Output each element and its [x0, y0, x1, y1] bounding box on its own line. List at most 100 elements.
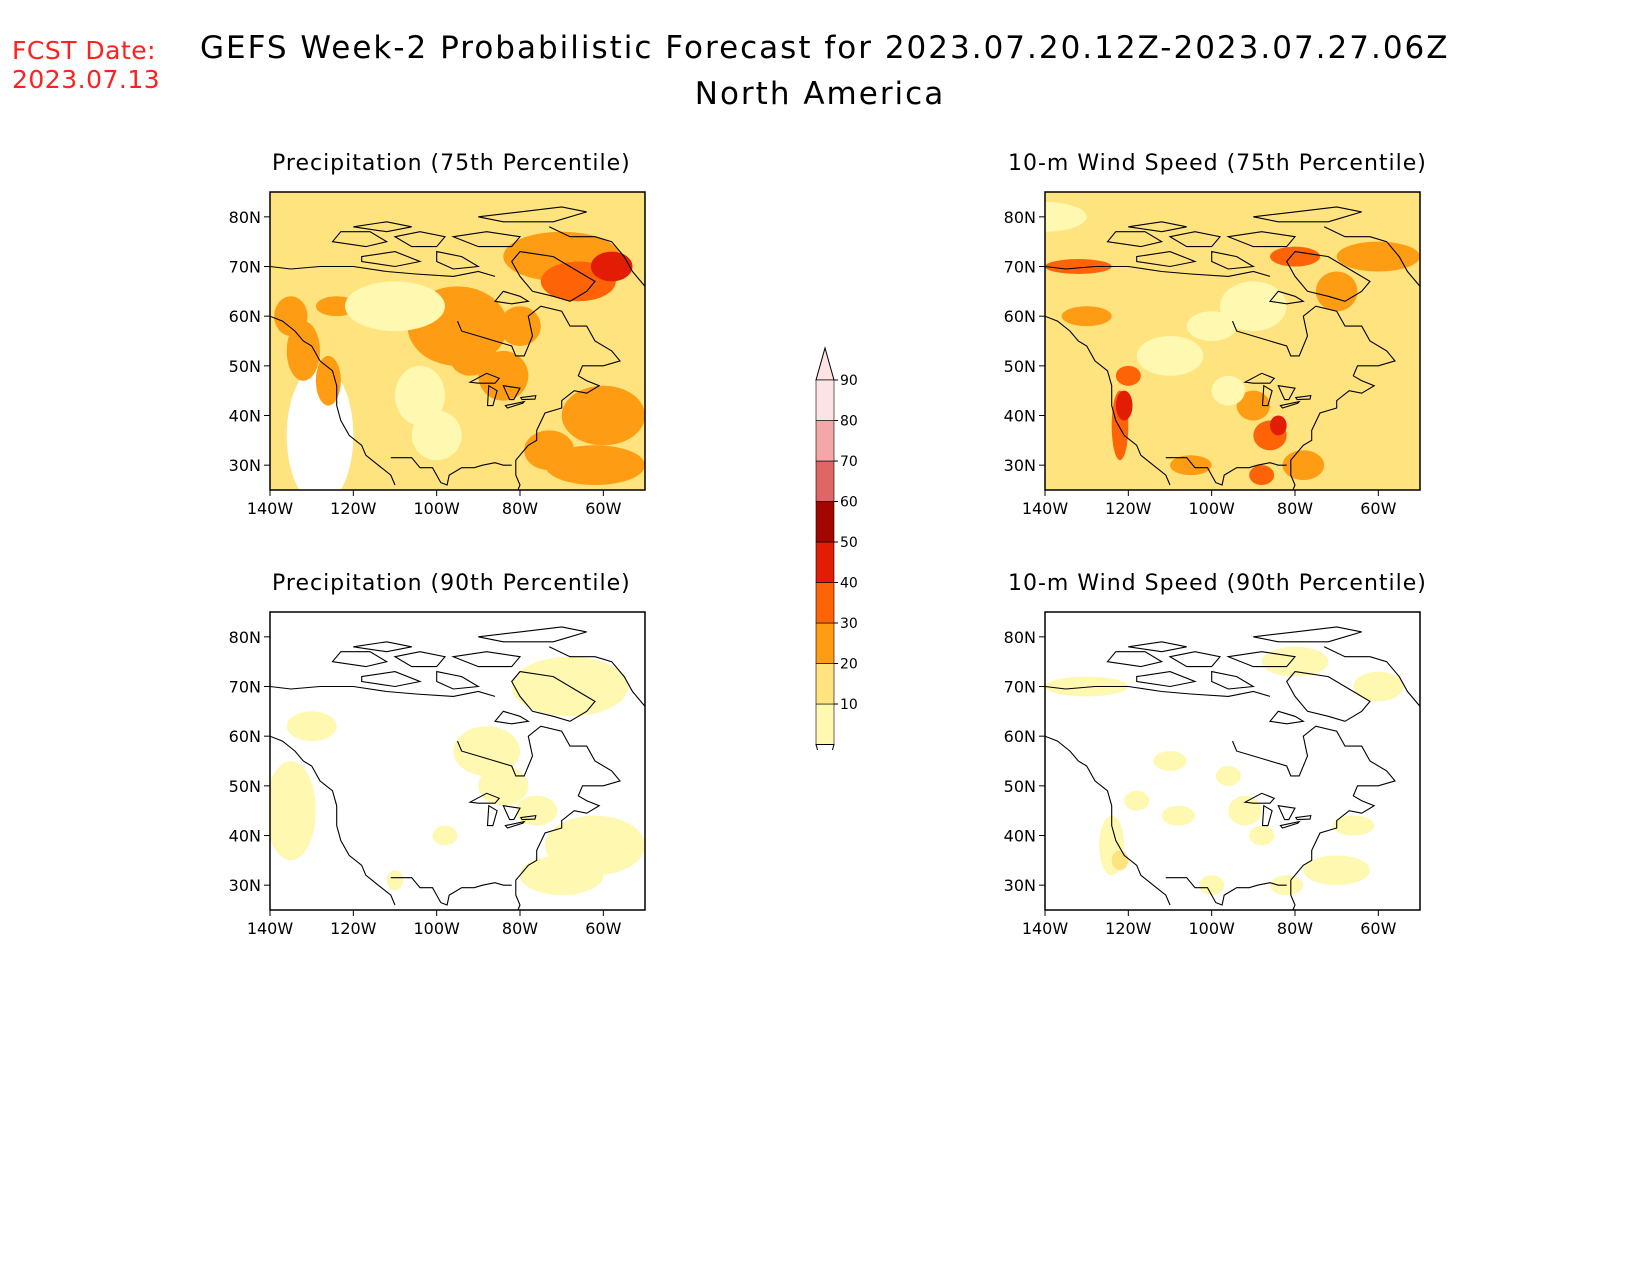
lat-label: 70N: [229, 678, 261, 697]
probability-contour: [515, 795, 558, 826]
map-frame: [1044, 191, 1421, 491]
lon-label: 140W: [247, 499, 294, 518]
lat-label: 40N: [1004, 827, 1036, 846]
probability-contour: [1353, 671, 1404, 702]
colorbar-label: 50: [840, 535, 858, 551]
lon-label: 100W: [1188, 499, 1235, 518]
lon-label: 80W: [1277, 499, 1313, 518]
probability-contour: [561, 385, 645, 446]
probability-contour: [1282, 450, 1325, 481]
lon-label: 120W: [1105, 499, 1152, 518]
map-wind-90: 80N 70N 60N 50N 40N 30N 140W 120W 100W 80W 60W: [1004, 611, 1421, 938]
probability-contour: [449, 336, 491, 376]
probability-contour: [395, 365, 445, 426]
lat-label: 60N: [1004, 307, 1036, 326]
lon-label: 80W: [502, 919, 538, 938]
probability-contour: [1249, 825, 1275, 846]
lat-label: 40N: [229, 827, 261, 846]
lat-label: 50N: [1004, 357, 1036, 376]
coastlines: [270, 612, 645, 910]
colorbar-label: 90: [840, 373, 858, 389]
panel-title-wind-90: 10-m Wind Speed (90th Percentile): [1008, 571, 1427, 596]
lat-label: 40N: [1004, 407, 1036, 426]
lon-label: 120W: [330, 499, 377, 518]
probability-contour: [411, 410, 462, 461]
panel-title-precip-75: Precipitation (75th Percentile): [272, 151, 631, 176]
probability-contour: [1270, 415, 1287, 436]
probability-contour: [1045, 259, 1112, 274]
probability-contour: [1249, 465, 1275, 486]
probability-contour: [386, 870, 404, 891]
forecast-date-block: FCST Date: 2023.07.13: [12, 36, 160, 94]
probability-contour: [1045, 201, 1087, 232]
colorbar-label: 40: [840, 576, 858, 592]
lon-label: 80W: [502, 499, 538, 518]
colorbar-cap-top: [815, 346, 835, 381]
probability-contour: [499, 306, 541, 346]
probability-field: [1045, 612, 1420, 910]
lon-label: 120W: [330, 919, 377, 938]
probability-contour: [1336, 241, 1420, 272]
colorbar-legend: 10 20 30 40 50 60 70 80 90: [815, 346, 858, 750]
colorbar-swatch: [815, 703, 835, 745]
colorbar-swatch: [815, 541, 835, 583]
probability-contour: [270, 761, 316, 861]
lon-label: 120W: [1105, 919, 1152, 938]
probability-contour: [1332, 815, 1375, 836]
lat-label: 80N: [229, 628, 261, 647]
probability-contour: [1236, 390, 1270, 421]
colorbar-swatch: [815, 582, 835, 624]
coastlines: [270, 192, 645, 490]
map-frame: [269, 191, 646, 491]
probability-contour: [286, 321, 320, 381]
map-precip-90: 80N 70N 60N 50N 40N 30N 140W 120W 100W 80W 60W: [229, 611, 646, 938]
probability-contour: [545, 445, 645, 486]
map-wind-75: 80N 70N 60N 50N 40N 30N 140W 120W 100W 80W 60W: [1004, 191, 1421, 518]
lon-label: 100W: [1188, 919, 1235, 938]
probability-contour: [1170, 455, 1212, 476]
lon-label: 100W: [413, 499, 460, 518]
probability-contour: [1215, 765, 1241, 786]
probability-contour: [1186, 311, 1237, 341]
lat-label: 30N: [1004, 876, 1036, 895]
probability-contour: [520, 855, 604, 896]
page-title: GEFS Week-2 Probabilistic Forecast for 2…: [200, 30, 1450, 66]
lat-label: 60N: [1004, 727, 1036, 746]
lon-label: 140W: [1022, 499, 1069, 518]
colorbar-swatch: [815, 460, 835, 502]
lat-label: 30N: [229, 876, 261, 895]
forecast-date-label: FCST Date:: [12, 36, 157, 65]
map-precip-75: 80N 70N 60N 50N 40N 30N 140W 120W 100W 80W 60W: [229, 191, 646, 518]
colorbar-swatch: [815, 420, 835, 462]
probability-contour: [1111, 850, 1129, 871]
lat-label: 30N: [229, 456, 261, 475]
lat-label: 40N: [229, 407, 261, 426]
colorbar-swatch: [815, 501, 835, 543]
lon-label: 60W: [1360, 499, 1396, 518]
lon-label: 60W: [585, 499, 621, 518]
probability-contour: [1199, 875, 1225, 896]
probability-contour: [1153, 751, 1187, 771]
lat-label: 60N: [229, 307, 261, 326]
probability-field: [270, 192, 645, 490]
probability-contour: [1228, 795, 1262, 826]
colorbar-swatch: [815, 663, 835, 705]
lat-label: 80N: [229, 208, 261, 227]
colorbar-cap-bottom: [815, 744, 835, 750]
probability-contour: [1211, 375, 1245, 406]
probability-field: [270, 612, 645, 910]
lat-label: 60N: [229, 727, 261, 746]
probability-contour: [478, 765, 529, 806]
probability-contour: [315, 355, 341, 406]
coastlines: [1045, 612, 1420, 910]
lat-label: 50N: [229, 777, 261, 796]
lon-label: 60W: [585, 919, 621, 938]
probability-contour: [1115, 365, 1141, 386]
probability-contour: [432, 825, 458, 846]
colorbar-label: 10: [840, 697, 858, 713]
lon-label: 80W: [1277, 919, 1313, 938]
colorbar-label: 30: [840, 616, 858, 632]
probability-contour: [1136, 336, 1204, 376]
lat-label: 50N: [229, 357, 261, 376]
probability-contour: [1303, 855, 1370, 886]
